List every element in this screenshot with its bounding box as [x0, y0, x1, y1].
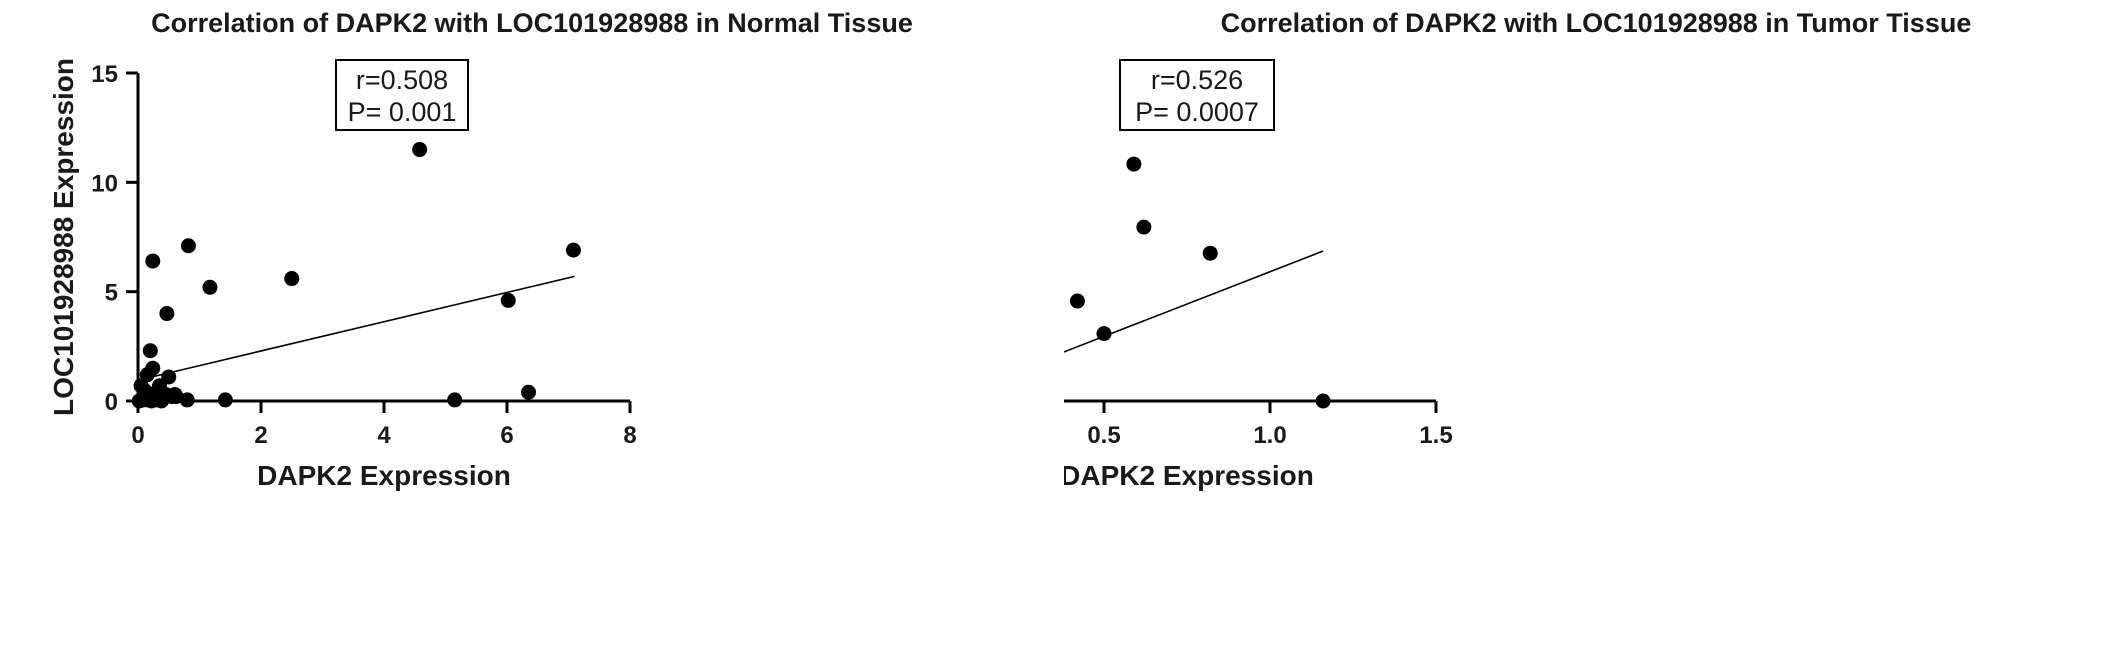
data-point [447, 392, 463, 408]
correlation-r-value: r=0.526 [1151, 65, 1243, 95]
data-point [145, 253, 161, 269]
x-tick-label: 1.0 [1253, 422, 1286, 449]
data-point [153, 393, 169, 409]
data-point [180, 238, 196, 254]
data-point [412, 142, 428, 158]
p-value: P= 0.0007 [1135, 97, 1259, 127]
chart-title: Correlation of DAPK2 with LOC101928988 i… [1220, 8, 1972, 38]
x-tick-label: 6 [500, 422, 513, 449]
stats-box [335, 59, 469, 131]
data-point [1315, 393, 1331, 409]
plot-area: 0 2 4 6 8 0 5 10 15 DAPK2 Expression LOC101928988 … [48, 58, 637, 491]
chart-title: Correlation of DAPK2 with LOC101928988 i… [151, 8, 913, 38]
data-point [159, 306, 175, 322]
data-point [1069, 293, 1085, 309]
x-axis-label: DAPK2 Expression [257, 460, 511, 491]
stats-box [1119, 59, 1275, 131]
data-point [284, 271, 300, 287]
data-point [139, 367, 155, 383]
data-point [142, 343, 158, 359]
y-axis-label: LOC101928988 Expression [48, 58, 79, 416]
data-point [1202, 245, 1218, 261]
normal-tissue-scatter-plot: 0 2 4 6 8 0 5 10 15 DAPK2 Expression LOC101928988 … [48, 58, 637, 491]
x-tick-label: 0.5 [1087, 422, 1120, 449]
y-tick-label: 0 [105, 389, 118, 416]
x-tick-label: 0 [131, 422, 144, 449]
x-axis-label: DAPK2 Expression [1064, 460, 1314, 491]
correlation-r-value: r=0.508 [356, 65, 448, 95]
x-tick-label: 4 [377, 422, 391, 449]
y-tick-label: 5 [105, 280, 118, 307]
data-point [1096, 326, 1112, 342]
data-point [500, 292, 516, 308]
data-point [217, 392, 233, 408]
y-tick-label: 10 [91, 170, 118, 197]
data-point [1126, 156, 1142, 172]
x-tick-label: 2 [254, 422, 267, 449]
data-point [521, 384, 537, 400]
tumor-tissue-panel: Correlation of DAPK2 with LOC101928988 i… [1064, 0, 2128, 669]
y-tick-label: 15 [91, 61, 118, 88]
data-point [202, 279, 218, 295]
data-point [139, 392, 155, 408]
x-tick-label: 8 [623, 422, 636, 449]
p-value: P= 0.001 [348, 97, 457, 127]
regression-line [1064, 250, 1324, 353]
data-point [1136, 219, 1152, 235]
x-tick-label: 1.5 [1419, 422, 1452, 449]
normal-tissue-panel: Correlation of DAPK2 with LOC101928988 i… [48, 8, 913, 491]
data-point [167, 386, 183, 402]
regression-line [137, 275, 575, 382]
data-point [565, 242, 581, 258]
